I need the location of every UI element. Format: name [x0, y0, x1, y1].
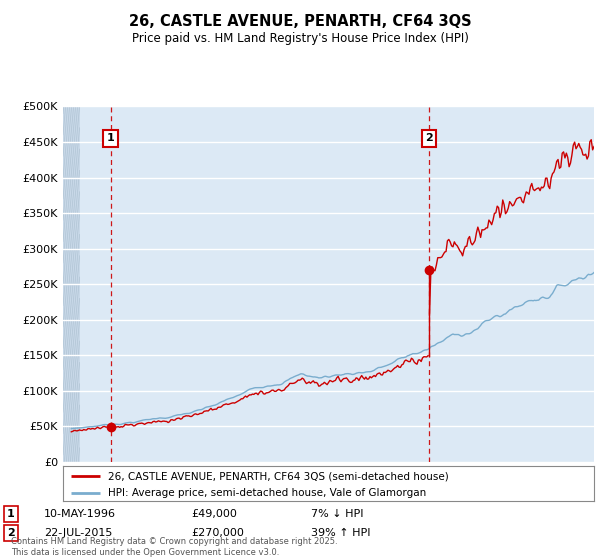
Text: HPI: Average price, semi-detached house, Vale of Glamorgan: HPI: Average price, semi-detached house,… — [108, 488, 427, 497]
Text: 22-JUL-2015: 22-JUL-2015 — [44, 528, 112, 538]
Text: 26, CASTLE AVENUE, PENARTH, CF64 3QS: 26, CASTLE AVENUE, PENARTH, CF64 3QS — [128, 14, 472, 29]
Text: 1: 1 — [7, 509, 14, 519]
Text: £49,000: £49,000 — [191, 509, 236, 519]
Text: 7% ↓ HPI: 7% ↓ HPI — [311, 509, 364, 519]
Text: Price paid vs. HM Land Registry's House Price Index (HPI): Price paid vs. HM Land Registry's House … — [131, 32, 469, 45]
Text: Contains HM Land Registry data © Crown copyright and database right 2025.
This d: Contains HM Land Registry data © Crown c… — [11, 537, 337, 557]
Bar — [63, 106, 80, 462]
Text: 2: 2 — [7, 528, 14, 538]
Text: 10-MAY-1996: 10-MAY-1996 — [44, 509, 116, 519]
Text: £270,000: £270,000 — [191, 528, 244, 538]
Text: 39% ↑ HPI: 39% ↑ HPI — [311, 528, 370, 538]
Text: 2: 2 — [425, 133, 433, 143]
Text: 1: 1 — [107, 133, 115, 143]
Text: 26, CASTLE AVENUE, PENARTH, CF64 3QS (semi-detached house): 26, CASTLE AVENUE, PENARTH, CF64 3QS (se… — [108, 471, 449, 481]
